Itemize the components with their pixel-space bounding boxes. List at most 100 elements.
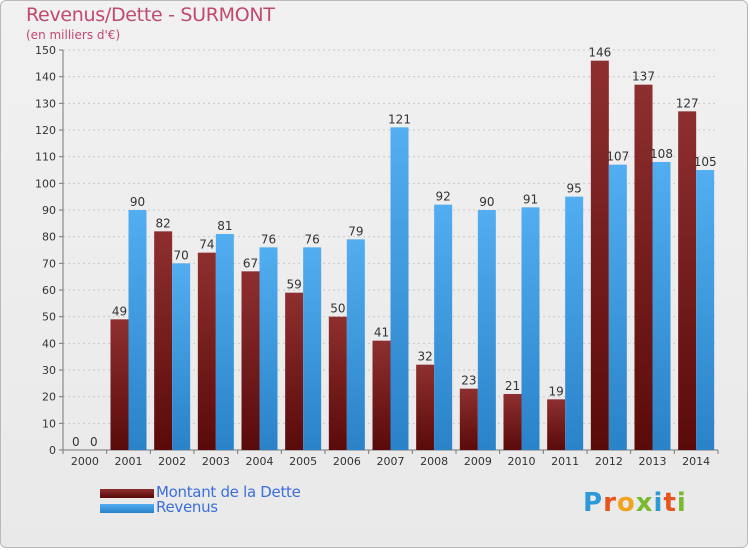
data-label-revenus-2006: 79 bbox=[348, 224, 363, 238]
bar-revenus-2006 bbox=[346, 239, 365, 450]
y-tick-label: 130 bbox=[35, 97, 56, 110]
bar-dette-2011 bbox=[547, 399, 566, 450]
x-tick-label: 2011 bbox=[551, 455, 579, 468]
bar-revenus-2008 bbox=[434, 204, 453, 450]
y-tick-label: 140 bbox=[35, 71, 56, 84]
bar-dette-2006 bbox=[328, 316, 347, 450]
chart-subtitle: (en milliers d'€) bbox=[26, 28, 121, 42]
bar-dette-2008 bbox=[416, 364, 435, 450]
data-label-dette-2002: 82 bbox=[156, 216, 171, 230]
y-tick-label: 90 bbox=[42, 204, 56, 217]
data-label-dette-2010: 21 bbox=[505, 379, 520, 393]
x-tick-label: 2007 bbox=[377, 455, 405, 468]
y-tick-label: 50 bbox=[42, 311, 56, 324]
data-label-dette-2009: 23 bbox=[461, 374, 476, 388]
proxiti-logo: Proxiti bbox=[583, 488, 687, 518]
x-tick-label: 2005 bbox=[289, 455, 317, 468]
bar-dette-2013 bbox=[634, 84, 653, 451]
y-tick-label: 40 bbox=[42, 337, 56, 350]
bar-revenus-2004 bbox=[259, 247, 278, 450]
legend-label-dette: Montant de la Dette bbox=[156, 483, 301, 501]
x-tick-label: 2012 bbox=[595, 455, 623, 468]
data-label-revenus-2014: 105 bbox=[694, 155, 717, 169]
x-tick-label: 2002 bbox=[158, 455, 186, 468]
bar-revenus-2003 bbox=[215, 234, 234, 450]
bar-revenus-2005 bbox=[303, 247, 322, 450]
x-tick-label: 2001 bbox=[115, 455, 143, 468]
bar-revenus-2014 bbox=[696, 170, 715, 450]
legend-label-revenus: Revenus bbox=[156, 498, 218, 516]
y-tick-label: 150 bbox=[35, 44, 56, 57]
bar-dette-2002 bbox=[154, 231, 173, 450]
data-label-dette-2013: 137 bbox=[632, 70, 655, 84]
data-label-dette-2006: 50 bbox=[330, 302, 345, 316]
data-label-revenus-2004: 76 bbox=[261, 232, 276, 246]
bar-revenus-2009 bbox=[477, 210, 496, 450]
bar-revenus-2007 bbox=[390, 127, 409, 450]
y-tick-label: 0 bbox=[49, 444, 56, 457]
legend-swatch-dette bbox=[100, 489, 154, 498]
data-label-dette-2014: 127 bbox=[676, 96, 699, 110]
logo-letter: r bbox=[603, 488, 617, 518]
data-label-dette-2004: 67 bbox=[243, 256, 258, 270]
data-label-revenus-2003: 81 bbox=[217, 219, 232, 233]
y-tick-label: 20 bbox=[42, 391, 56, 404]
logo-letter: t bbox=[663, 488, 677, 518]
x-tick-label: 2008 bbox=[420, 455, 448, 468]
logo-letter: P bbox=[583, 488, 604, 518]
x-tick-label: 2014 bbox=[682, 455, 710, 468]
x-tick-label: 2004 bbox=[246, 455, 274, 468]
legend-swatch-revenus bbox=[100, 504, 154, 513]
data-label-revenus-2005: 76 bbox=[305, 232, 320, 246]
logo-letter: o bbox=[616, 488, 636, 518]
bar-dette-2005 bbox=[285, 292, 304, 450]
logo-letter: x bbox=[635, 488, 654, 518]
data-label-dette-2008: 32 bbox=[418, 350, 433, 364]
y-tick-label: 110 bbox=[35, 151, 56, 164]
bar-revenus-2011 bbox=[565, 196, 584, 450]
bar-revenus-2010 bbox=[521, 207, 540, 450]
y-tick-label: 70 bbox=[42, 257, 56, 270]
bar-dette-2010 bbox=[503, 394, 522, 450]
data-labels: 0 049908270748167765976507941121329223902… bbox=[72, 46, 717, 449]
data-label-revenus-2007: 121 bbox=[388, 112, 411, 126]
logo-letter: i bbox=[653, 488, 664, 518]
bar-dette-2014 bbox=[678, 111, 697, 450]
x-tick-label: 2013 bbox=[639, 455, 667, 468]
data-label-revenus-2000: 0 bbox=[90, 435, 98, 449]
bar-dette-2009 bbox=[459, 388, 478, 450]
data-label-dette-2011: 19 bbox=[549, 384, 564, 398]
y-tick-label: 30 bbox=[42, 364, 56, 377]
data-label-revenus-2009: 90 bbox=[479, 195, 494, 209]
bar-dette-2012 bbox=[590, 60, 609, 451]
data-label-revenus-2001: 90 bbox=[130, 195, 145, 209]
data-label-revenus-2012: 107 bbox=[606, 150, 629, 164]
bar-dette-2003 bbox=[197, 252, 216, 450]
x-tick-label: 2006 bbox=[333, 455, 361, 468]
data-label-revenus-2011: 95 bbox=[567, 182, 582, 196]
x-tick-label: 2010 bbox=[508, 455, 536, 468]
data-label-revenus-2002: 70 bbox=[174, 248, 189, 262]
bar-revenus-2013 bbox=[652, 162, 671, 450]
data-label-dette-2012: 146 bbox=[588, 46, 611, 60]
data-label-revenus-2010: 91 bbox=[523, 192, 538, 206]
x-tick-label: 2003 bbox=[202, 455, 230, 468]
data-label-revenus-2013: 108 bbox=[650, 147, 673, 161]
bar-revenus-2002 bbox=[172, 263, 191, 450]
axes: 0 10 20 30 40 50 60 70 80 90 100 110 120 130 140 150 200… bbox=[35, 44, 719, 468]
logo-letter: i bbox=[676, 488, 687, 518]
x-tick-label: 2000 bbox=[71, 455, 99, 468]
bars bbox=[110, 60, 715, 451]
bar-revenus-2001 bbox=[128, 210, 147, 450]
data-label-dette-2001: 49 bbox=[112, 304, 127, 318]
data-label-revenus-2008: 92 bbox=[436, 190, 451, 204]
x-tick-label: 2009 bbox=[464, 455, 492, 468]
bar-dette-2001 bbox=[110, 319, 129, 450]
chart-title: Revenus/Dette - SURMONT bbox=[26, 4, 275, 26]
data-label-dette-2000: 0 bbox=[72, 435, 80, 449]
y-tick-label: 10 bbox=[42, 417, 56, 430]
bar-dette-2007 bbox=[372, 340, 391, 450]
bar-dette-2004 bbox=[241, 271, 260, 450]
y-tick-label: 100 bbox=[35, 177, 56, 190]
